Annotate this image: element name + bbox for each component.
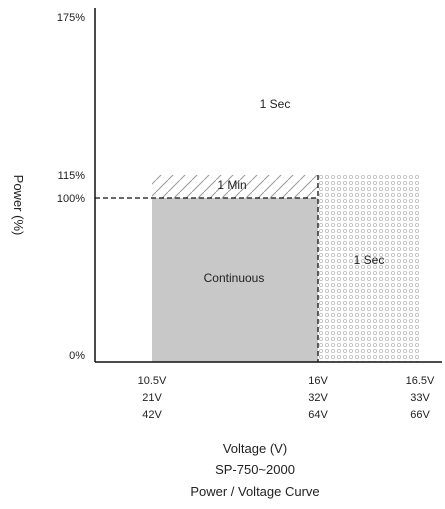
region-continuous: [152, 198, 318, 362]
y-tick-label: 175%: [57, 12, 85, 24]
y-axis-label: Power (%): [11, 175, 26, 236]
chart-title: Power / Voltage Curve: [190, 484, 319, 499]
region-label-one-sec-peak: 1 Sec: [260, 97, 291, 111]
region-label-continuous: Continuous: [204, 271, 265, 285]
region-one-min: [152, 175, 318, 198]
y-tick-label: 0%: [69, 350, 85, 362]
x-tick-label: 32V: [308, 392, 328, 404]
x-tick-label: 21V: [142, 392, 162, 404]
x-tick-label: 10.5V: [138, 375, 167, 387]
y-tick-label: 115%: [58, 170, 86, 182]
region-one-sec-overvoltage: [318, 175, 420, 362]
x-tick-label: 16.5V: [406, 375, 435, 387]
x-tick-label: 42V: [142, 409, 162, 421]
x-axis-label: Voltage (V): [223, 441, 287, 456]
y-tick-label: 100%: [57, 193, 85, 205]
x-tick-label: 33V: [410, 392, 430, 404]
region-label-one-sec-overvoltage: 1 Sec: [354, 253, 385, 267]
x-tick-label: 66V: [410, 409, 430, 421]
x-tick-label: 64V: [308, 409, 328, 421]
x-tick-label: 16V: [308, 375, 328, 387]
region-label-one-min: 1 Min: [217, 178, 246, 192]
chart-subtitle: SP-750~2000: [215, 462, 295, 477]
